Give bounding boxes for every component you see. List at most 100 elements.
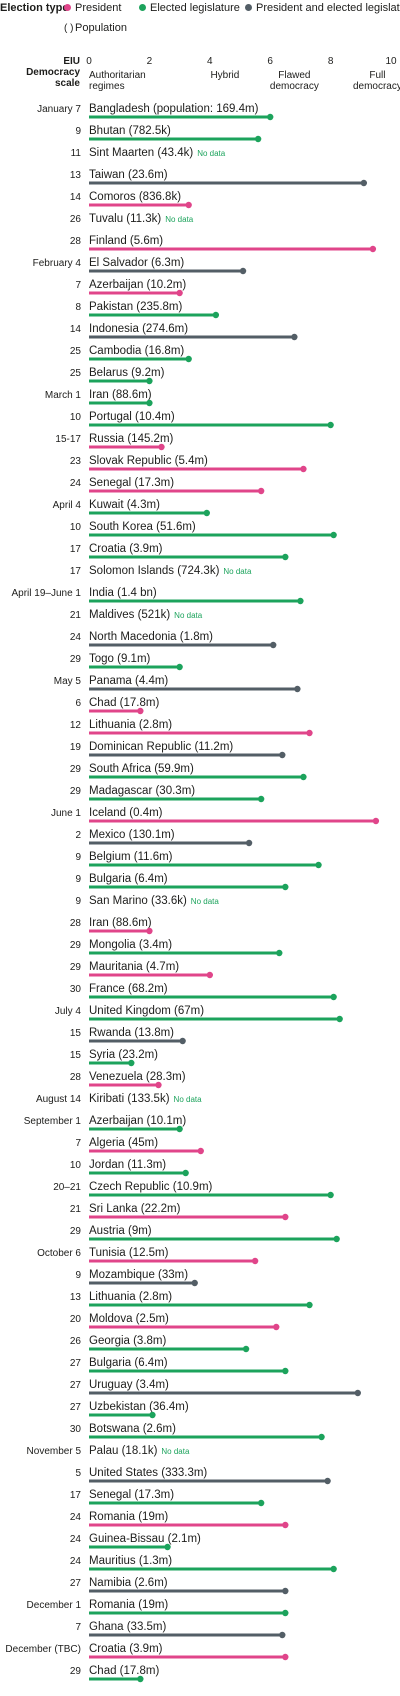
score-dot [270,641,277,649]
date-label: 9 [75,126,81,137]
country-label: Czech Republic (10.9m) [89,1181,213,1193]
date-label: 15-17 [55,434,81,445]
score-dot [330,1565,337,1573]
country-label: Sri Lanka (22.2m) [89,1203,181,1215]
country-label: Jordan (11.3m) [89,1159,166,1171]
no-data-label: No data [165,215,194,224]
date-label: 26 [70,1336,82,1347]
score-dot [297,597,304,605]
country-label: El Salvador (6.3m) [89,257,184,269]
no-data-label: No data [174,1095,203,1104]
score-dot [324,1477,331,1485]
no-data-label: No data [191,897,220,906]
date-label: November 5 [27,1446,82,1457]
score-dot [146,377,153,385]
country-label: Finland (5.6m) [89,235,163,247]
x-tick-label: 10 [385,56,397,67]
legend-item-legislature: Elected legislature [139,2,240,14]
date-label: 2 [75,830,81,841]
x-tick-label: 4 [207,56,213,67]
date-label: 10 [70,522,82,533]
legend-title: Election type [0,2,69,14]
country-label: Belgium (11.6m) [89,851,173,863]
date-label: June 1 [51,808,81,819]
score-dot [185,355,192,363]
date-label: 7 [75,1138,81,1149]
scale-label: Flawed [278,70,310,81]
date-label: January 7 [37,104,81,115]
country-label: Georgia (3.8m) [89,1335,167,1347]
date-label: 26 [70,214,82,225]
score-dot [179,1037,186,1045]
score-dot [245,839,253,847]
country-label: Namibia (2.6m) [89,1577,168,1589]
country-label: Mexico (130.1m) [89,829,175,841]
score-dot [282,553,289,561]
score-dot [176,289,183,297]
country-label: Dominican Republic (11.2m) [89,741,233,753]
date-label: 6 [75,698,81,709]
country-label: Russia (145.2m) [89,433,174,445]
date-label: 25 [70,368,82,379]
scale-label: Authoritarian [89,70,146,81]
country-label: Azerbaijan (10.2m) [89,279,186,291]
date-label: 20–21 [53,1182,81,1193]
score-dot [294,685,301,693]
axis-title: Democracy [26,67,80,78]
date-label: December 1 [27,1600,82,1611]
country-label: Indonesia (274.6m) [89,323,188,335]
country-label: Belarus (9.2m) [89,367,165,379]
country-label: Bulgaria (6.4m) [89,1357,168,1369]
country-label: South Africa (59.9m) [89,763,194,775]
score-dot [164,1543,171,1551]
score-dot [372,817,380,825]
date-label: 7 [75,1622,81,1633]
no-data-label: No data [174,611,203,620]
date-label: 9 [75,896,81,907]
no-data-label: No data [161,1447,190,1456]
date-label: 29 [70,786,82,797]
date-label: 20 [70,1314,82,1325]
score-dot [282,1367,289,1375]
parentheses-icon: ( ) [64,23,74,34]
date-label: 29 [70,764,82,775]
country-label: Senegal (17.3m) [89,1489,174,1501]
date-label: 19 [70,742,82,753]
date-label: 24 [70,1534,82,1545]
date-label: 28 [70,918,82,929]
score-dot [336,1015,343,1023]
date-label: 30 [70,984,82,995]
score-dot [279,751,286,759]
date-label: 30 [70,1424,82,1435]
date-label: August 14 [36,1094,81,1105]
country-label: South Korea (51.6m) [89,521,196,533]
legend-label-legislature: Elected legislature [150,2,240,14]
legislature-dot-icon [139,4,146,11]
country-label: Maldives (521k) [89,609,170,621]
country-label: Lithuania (2.8m) [89,1291,172,1303]
date-label: 9 [75,1270,81,1281]
score-dot [327,1191,334,1199]
country-label: Solomon Islands (724.3k) [89,565,220,577]
score-dot [146,927,153,935]
date-label: 25 [70,346,82,357]
legend-label-president: President [75,2,122,14]
date-label: 15 [70,1028,82,1039]
country-label: Croatia (3.9m) [89,1643,163,1655]
date-label: 24 [70,1512,82,1523]
date-label: September 1 [24,1116,82,1127]
country-label: Mozambique (33m) [89,1269,188,1281]
country-label: Uruguay (3.4m) [89,1379,169,1391]
country-label: Venezuela (28.3m) [89,1071,186,1083]
date-label: 9 [75,852,81,863]
country-label: Syria (23.2m) [89,1049,158,1061]
date-label: 17 [70,544,82,555]
score-dot [257,1499,265,1507]
country-label: Uzbekistan (36.4m) [89,1401,189,1413]
country-label: Rwanda (13.8m) [89,1027,174,1039]
date-label: 17 [70,1490,82,1501]
x-tick-label: 0 [86,56,92,67]
country-label: Panama (4.4m) [89,675,168,687]
score-dot [273,1323,280,1331]
